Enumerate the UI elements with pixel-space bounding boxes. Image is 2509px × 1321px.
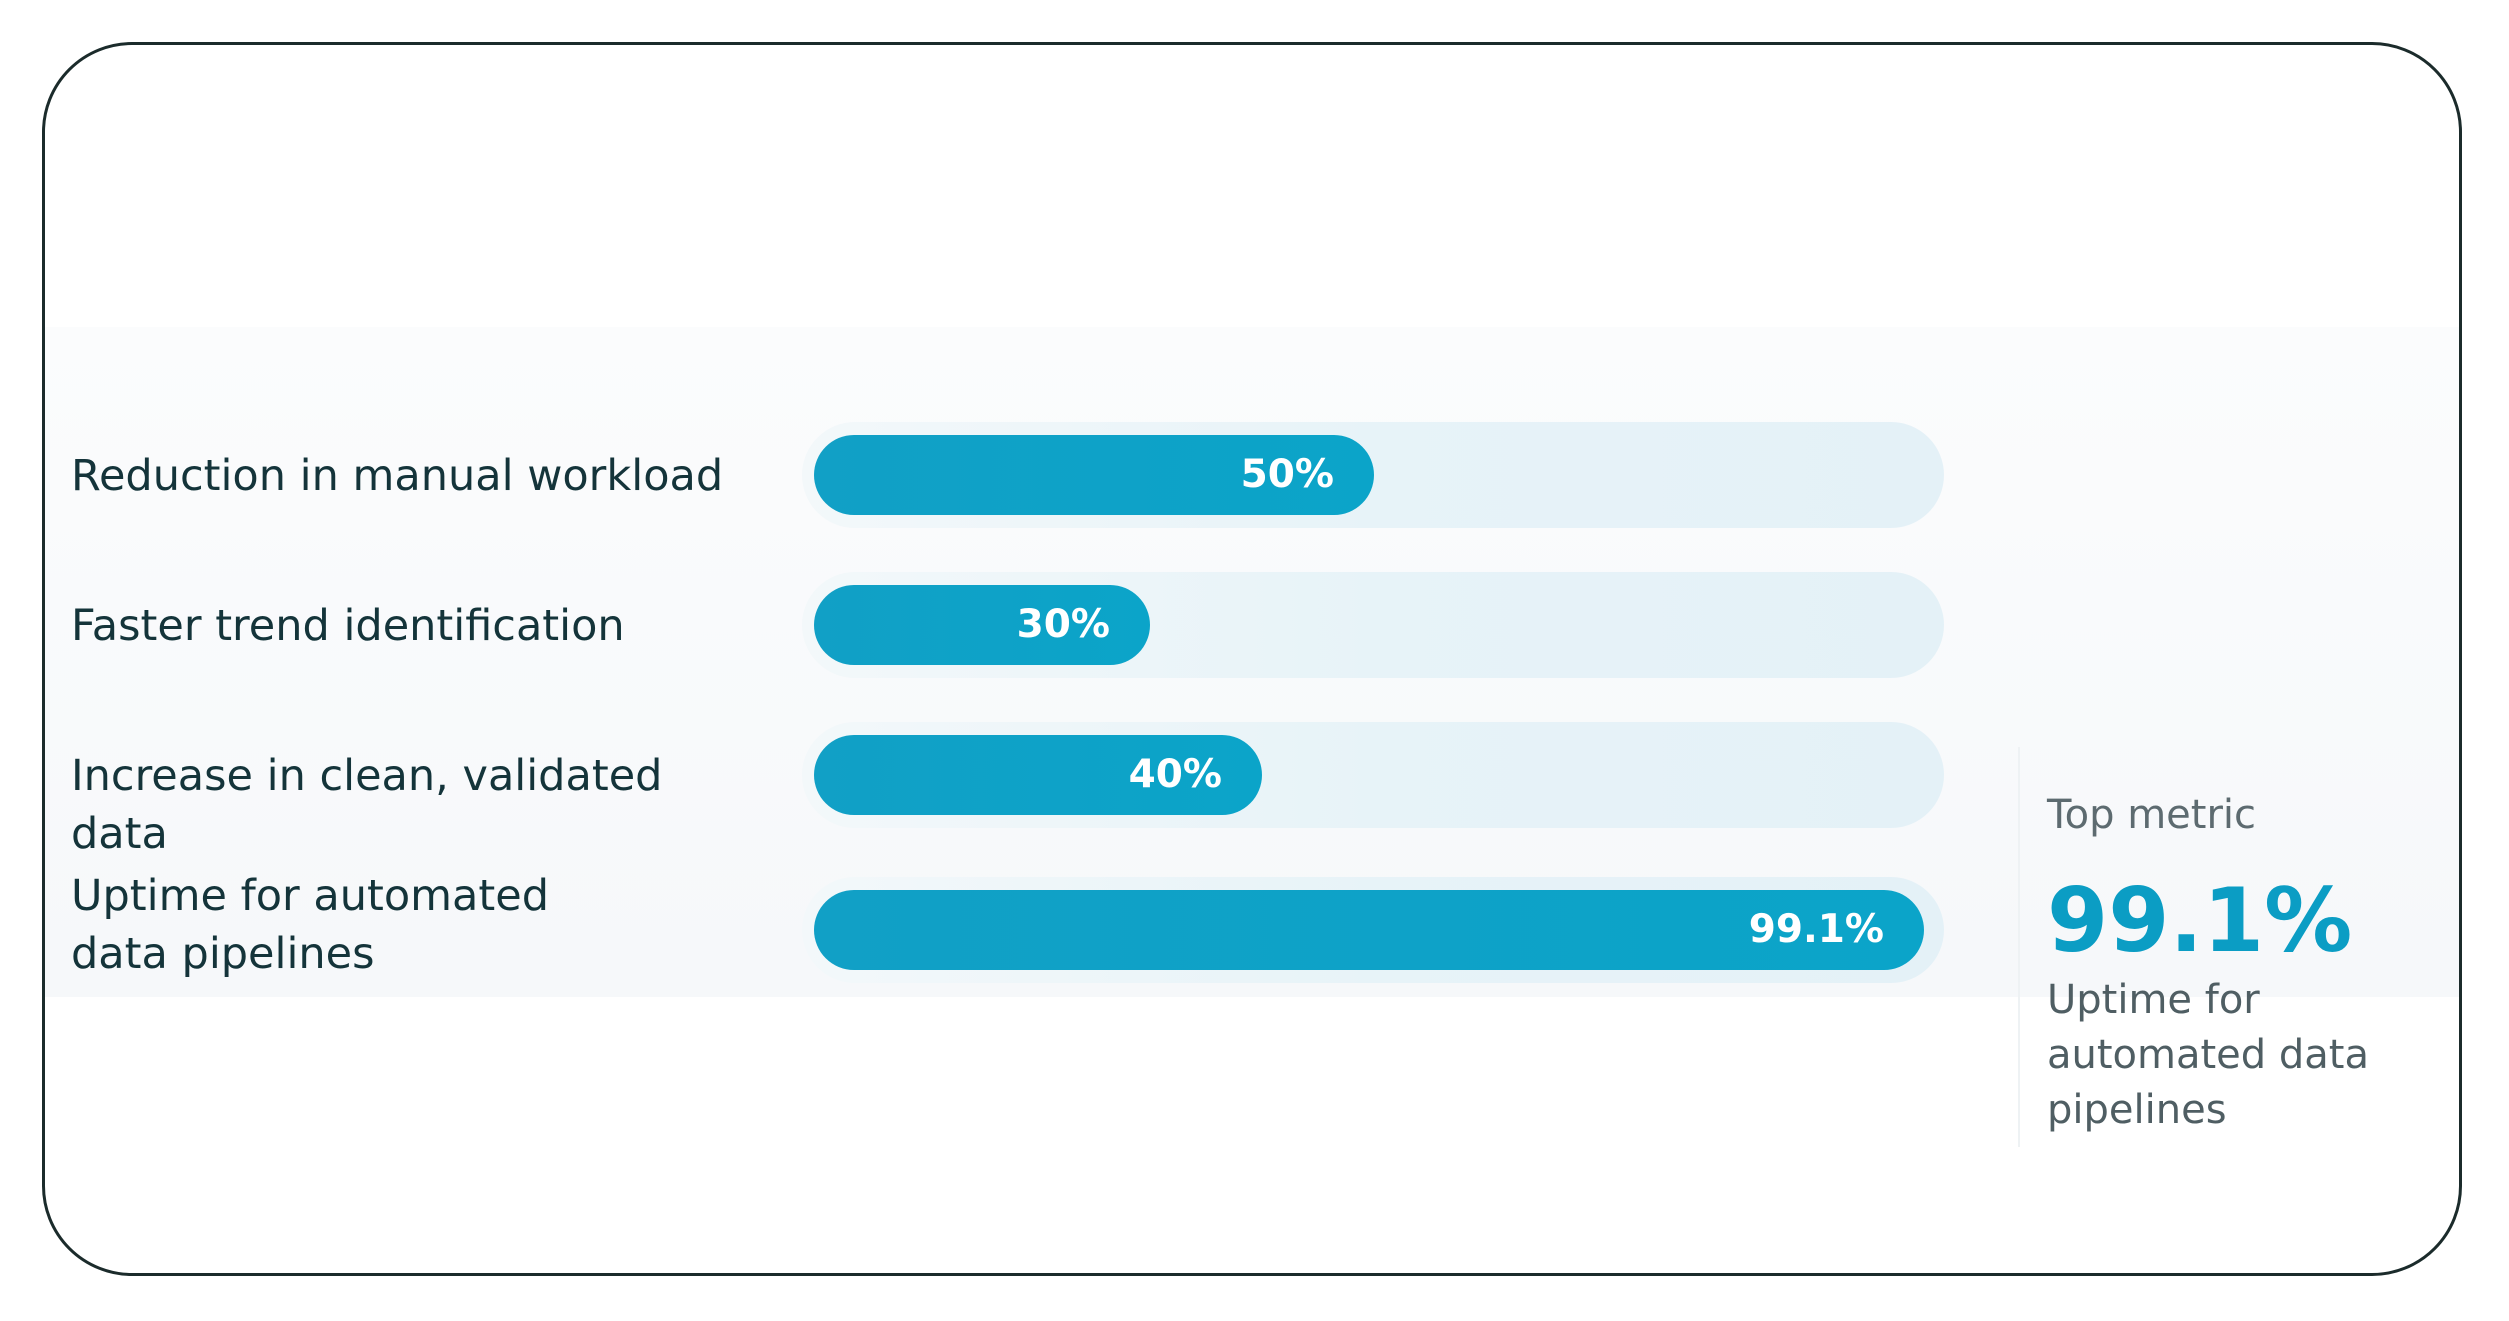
bar-value-label: 99.1%: [1748, 907, 1884, 952]
bar: 99.1%: [814, 890, 1924, 970]
bar-label: Increase in clean, validated data: [71, 751, 663, 859]
bar-value-label: 40%: [1128, 752, 1222, 797]
bar-track: 30%: [802, 572, 1944, 678]
divider: [2018, 747, 2020, 1147]
chart-band: Reduction in manual workload 50% Faster tr…: [45, 327, 2459, 1147]
top-metric-value: 99.1%: [2047, 869, 2353, 972]
bar-track: 40%: [802, 722, 1944, 828]
bar-label: Reduction in manual workload: [71, 451, 724, 501]
top-metric-panel: Top metric 99.1% Uptime for automated da…: [2047, 787, 2447, 1138]
bar: 50%: [814, 435, 1374, 515]
bar: 40%: [814, 735, 1262, 815]
card-frame: Reduction in manual workload 50% Faster tr…: [42, 42, 2462, 1276]
top-metric-caption: Top metric: [2047, 792, 2257, 838]
bar-label: Uptime for automated data pipelines: [71, 871, 549, 979]
bar: 30%: [814, 585, 1150, 665]
bar-value-label: 30%: [1016, 602, 1110, 647]
bar-label: Faster trend identification: [71, 601, 625, 651]
bar-value-label: 50%: [1240, 452, 1334, 497]
bar-track: 99.1%: [802, 877, 1944, 983]
top-metric-description: Uptime for automated data pipelines: [2047, 977, 2369, 1133]
bar-track: 50%: [802, 422, 1944, 528]
